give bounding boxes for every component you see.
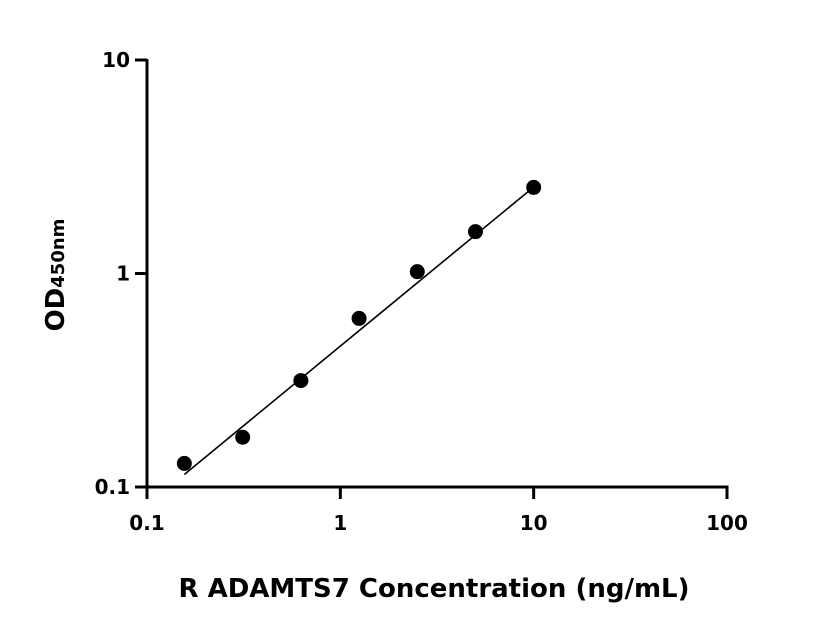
- data-point: [467, 224, 483, 240]
- data-point: [293, 373, 309, 389]
- data-point: [235, 429, 251, 445]
- y-tick-label: 1: [116, 262, 130, 286]
- y-axis-title-subscript: 450nm: [48, 219, 69, 288]
- data-point: [176, 455, 192, 471]
- x-axis-title: R ADAMTS7 Concentration (ng/mL): [179, 574, 690, 604]
- x-tick-label: 0.1: [129, 511, 164, 535]
- y-axis-title-main: OD: [41, 288, 71, 332]
- data-point: [351, 310, 367, 326]
- marks: [176, 179, 542, 476]
- y-tick-label: 0.1: [95, 475, 130, 499]
- y-axis-title: OD450nm: [41, 219, 71, 332]
- y-tick-label: 10: [102, 48, 130, 72]
- x-tick-label: 100: [706, 511, 748, 535]
- axes: [145, 59, 729, 489]
- x-tick-label: 10: [520, 511, 548, 535]
- ticks: 0.1 1 10 100 0.1 1 10: [95, 48, 748, 535]
- data-point: [526, 179, 542, 195]
- data-point: [409, 264, 425, 280]
- x-tick-label: 1: [333, 511, 347, 535]
